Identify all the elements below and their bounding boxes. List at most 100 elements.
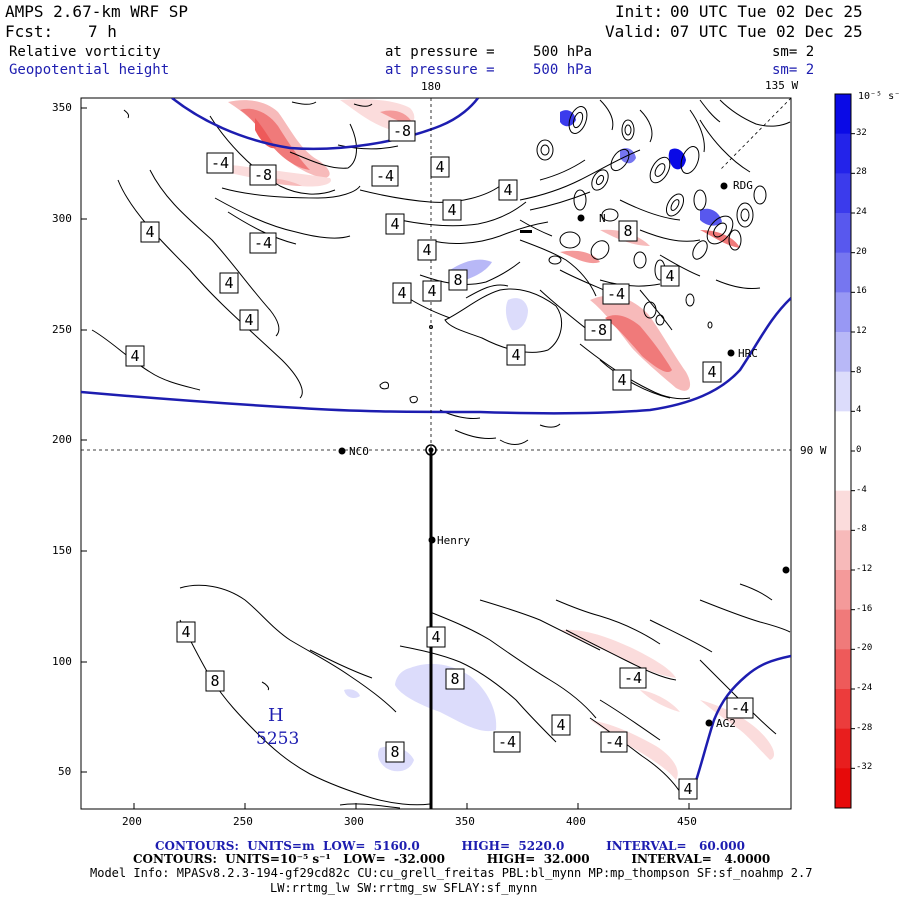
contour-label: -4 (253, 234, 273, 252)
contour-label: -4 (623, 669, 643, 687)
colorbar-tick-label: 8 (856, 365, 862, 376)
init-time: 00 UTC Tue 02 Dec 25 (670, 2, 863, 21)
contour-label: 8 (450, 670, 460, 688)
contour-label-box (385, 213, 405, 235)
contour-label: 4 (431, 628, 441, 646)
footer-model-info: Model Info: MPASv8.2.3-194-gf29cd82c CU:… (90, 866, 813, 880)
colorbar-tick-label: 24 (856, 207, 867, 217)
contour-label: 4 (556, 716, 566, 734)
colorbar-swatch (835, 173, 851, 214)
x-tick-label: 250 (233, 815, 253, 828)
meridian-90w-label: 90 W (800, 444, 827, 457)
contour-label: 4 (617, 371, 627, 389)
x-tick-label: 400 (566, 815, 586, 828)
contour-label: -8 (392, 122, 412, 140)
high-center-value: 5253 (256, 729, 300, 749)
field-height-level: 500 hPa (533, 62, 593, 78)
station-label-nco: NCO (349, 445, 369, 458)
contour-label: 4 (145, 223, 155, 241)
station-dot-henry (428, 536, 436, 544)
colorbar-tick-label: 28 (856, 167, 867, 178)
contour-label: 4 (435, 158, 445, 176)
contour-label: -4 (730, 699, 750, 717)
contour-label-box (551, 714, 571, 736)
station-dot-edge (782, 566, 790, 574)
colorbar-swatch (835, 332, 851, 373)
contour-label-box (726, 697, 754, 719)
colorbar-swatch (835, 94, 851, 135)
colorbar-swatch (835, 649, 851, 690)
contour-label-box (445, 668, 465, 690)
contour-label-box (140, 221, 160, 243)
contour-label-box (417, 239, 437, 261)
contour-label-box (448, 269, 468, 291)
contour-label-box (206, 152, 234, 174)
colorbar-tick-label: 4 (856, 405, 862, 416)
contour-label-box (371, 165, 399, 187)
contour-label-box (249, 232, 277, 254)
contour-label: 4 (224, 274, 234, 292)
colorbar-tick-label: 20 (856, 246, 867, 257)
colorbar-swatch (835, 292, 851, 333)
contour-label: -4 (604, 733, 624, 751)
y-tick-label: 200 (52, 433, 72, 446)
contour-label-box (125, 345, 145, 367)
contour-label: 4 (130, 347, 140, 365)
field-vorticity-name: Relative vorticity (9, 44, 161, 60)
contour-label: 4 (422, 241, 432, 259)
contour-label-box (600, 731, 628, 753)
colorbar-tick-label: -12 (856, 564, 873, 574)
station-label-henry: Henry (437, 534, 471, 547)
contour-label-box (249, 164, 277, 186)
colorbar-tick-label: -24 (856, 683, 873, 693)
contour-label-box (205, 670, 225, 692)
contour-label-box (493, 731, 521, 753)
colorbar-swatch (835, 451, 851, 492)
contour-label-box (602, 283, 630, 305)
contour-label: -4 (497, 733, 517, 751)
station-dot-ag2 (705, 719, 713, 727)
colorbar-swatch (835, 411, 851, 452)
contour-label: 4 (390, 215, 400, 233)
contour-label-box (239, 309, 259, 331)
footer-contour-height: CONTOURS: UNITS=m LOW= 5160.0 HIGH= 5220… (155, 839, 745, 853)
colorbar-tick-label: -20 (856, 643, 873, 654)
field-vorticity-level: 500 hPa (533, 44, 593, 60)
colorbar-swatch (835, 530, 851, 571)
station-label-rdg: RDG (733, 179, 753, 192)
contour-label: -4 (606, 285, 626, 303)
station-label-hrc: HRC (738, 347, 758, 360)
fcst-label: Fcst: (5, 22, 54, 41)
meridian-135w-label: 135 W (765, 79, 799, 92)
contour-label: 4 (683, 780, 693, 798)
colorbar-tick-label: 0 (856, 445, 862, 455)
x-tick-label: 200 (122, 815, 142, 828)
contour-label: -8 (253, 166, 273, 184)
contour-label: 4 (511, 346, 521, 364)
contour-label-box (612, 369, 632, 391)
contour-label: 4 (181, 623, 191, 641)
contour-label-box (618, 220, 638, 242)
station-dot-nco (338, 447, 346, 455)
contour-label: 4 (447, 201, 457, 219)
field-vorticity-level-label: at pressure = (385, 44, 495, 60)
field-height-name: Geopotential height (9, 62, 170, 78)
contour-label: 4 (244, 311, 254, 329)
contour-label: -8 (588, 321, 608, 339)
contour-label-box (619, 667, 647, 689)
init-label: Init: (615, 2, 664, 21)
station-dot-hrc (727, 349, 735, 357)
pole-marker (425, 444, 437, 456)
colorbar-tick-label: 32 (856, 127, 867, 138)
colorbar-swatch (835, 570, 851, 611)
contour-label-box (702, 361, 722, 383)
colorbar (834, 93, 855, 809)
footer-contour-vorticity: CONTOURS: UNITS=10⁻⁵ s⁻¹ LOW= -32.000 HI… (133, 852, 771, 866)
colorbar-swatch (835, 252, 851, 293)
contour-label-box (388, 120, 416, 142)
colorbar-unit-label: 10⁻⁵ s⁻¹ (858, 91, 900, 102)
contour-label: 4 (707, 363, 717, 381)
small-marker (429, 325, 433, 329)
contour-label-box (678, 778, 698, 800)
